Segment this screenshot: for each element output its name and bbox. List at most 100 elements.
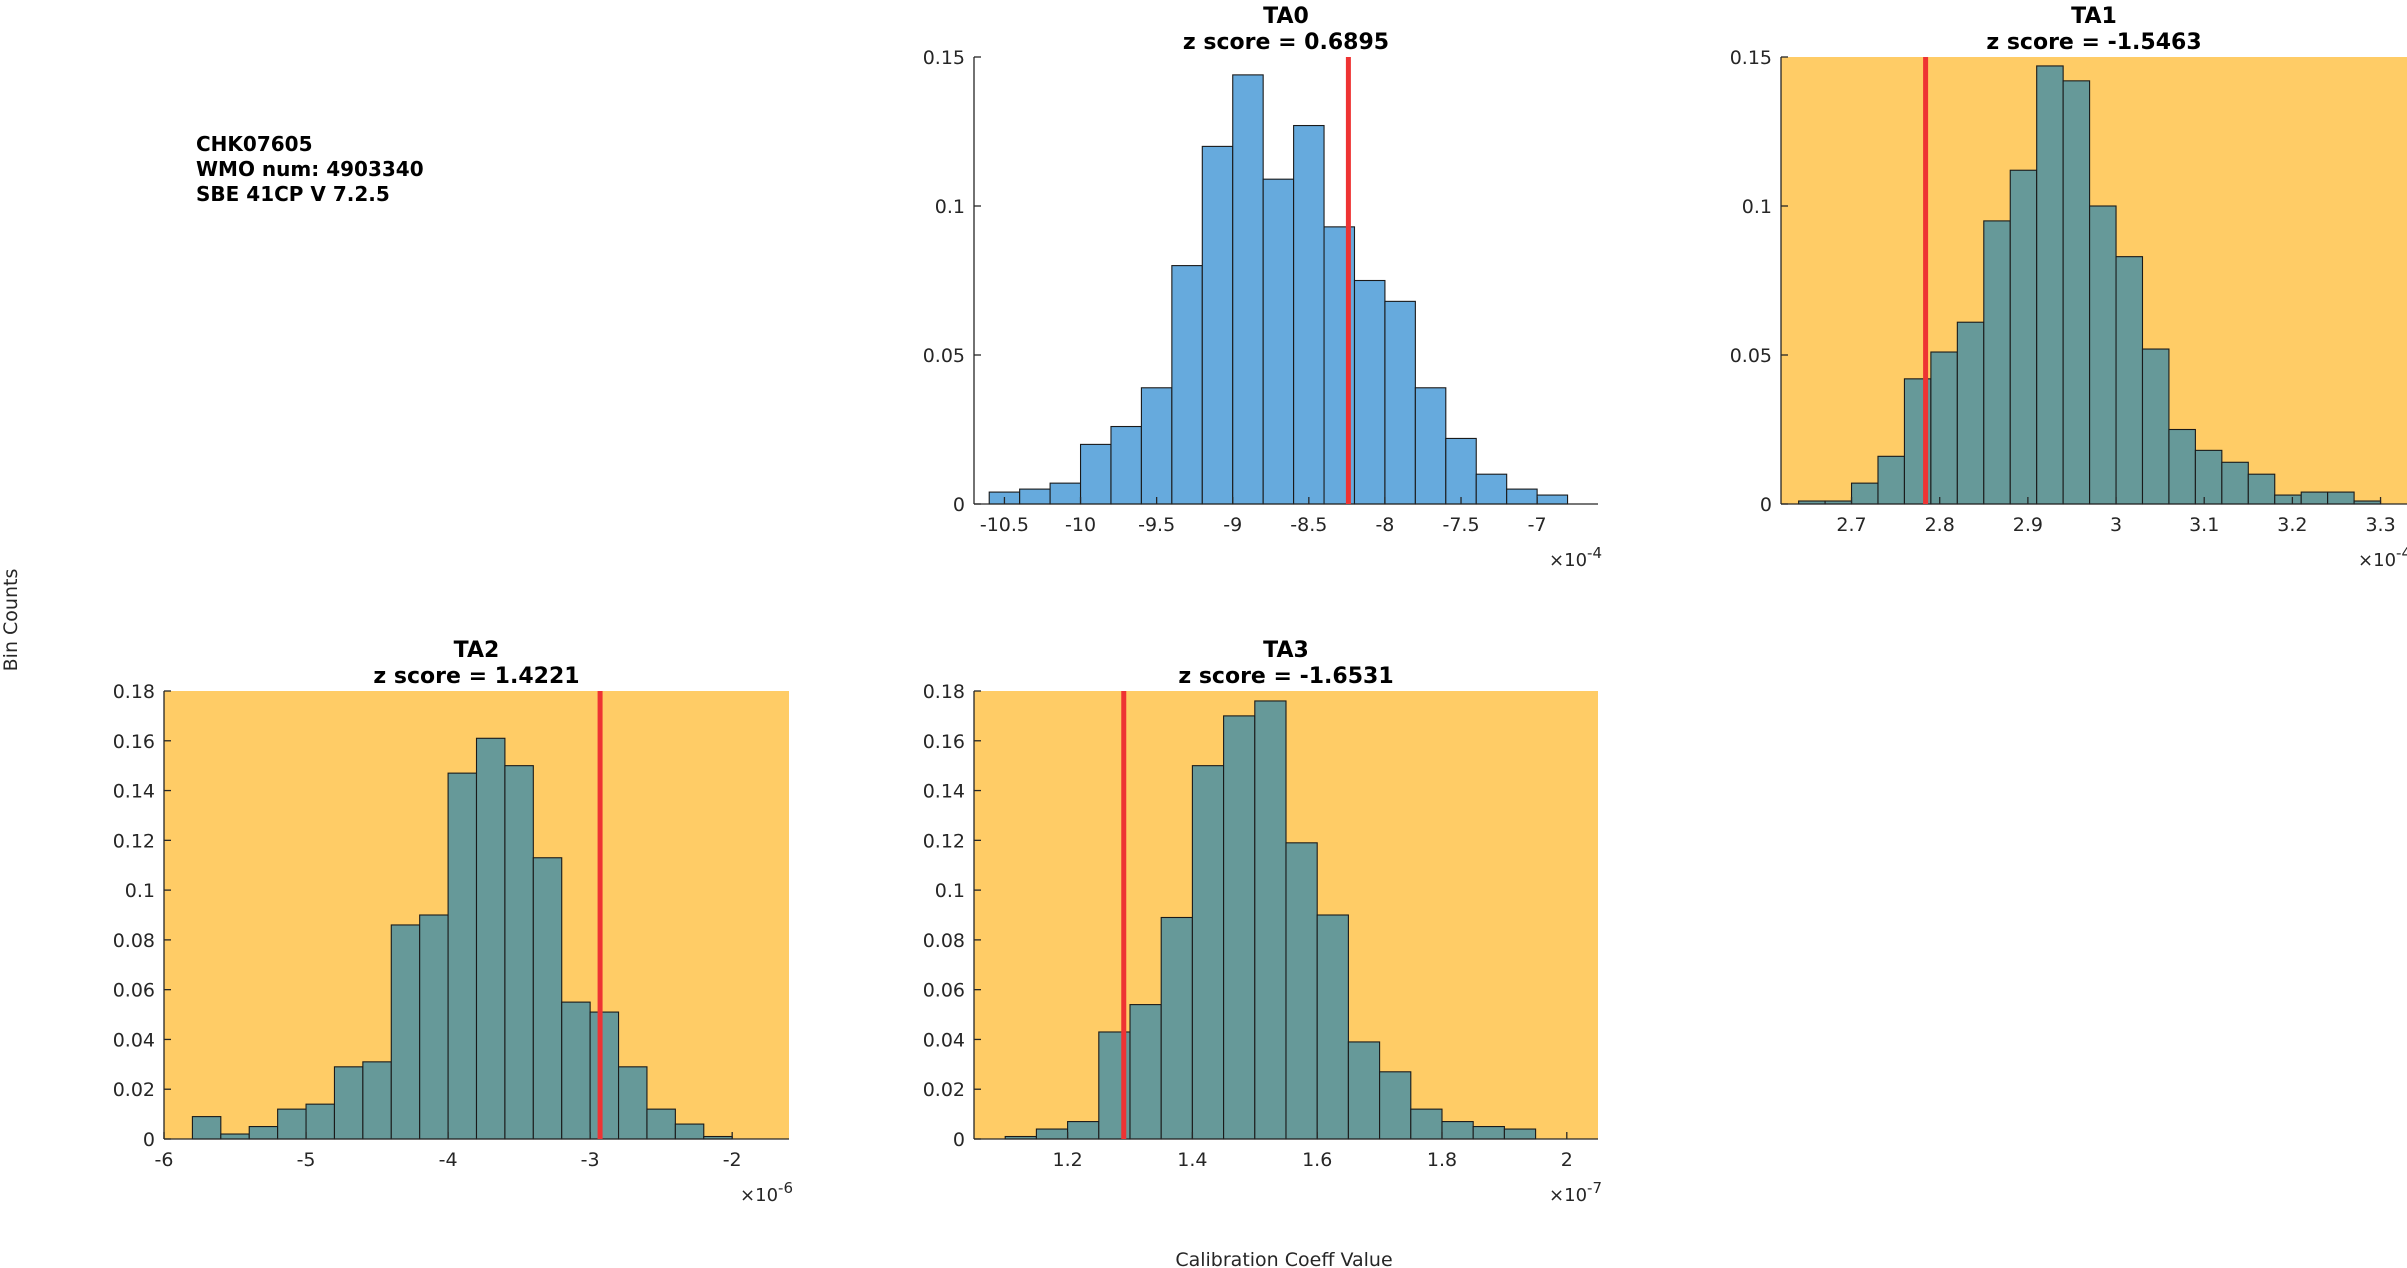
histogram-panel-ta2: 0 0.02 0.04 0.06 0.08 0.1 0.12 0.14 0.16 0.18 -6 -5… — [113, 638, 793, 1206]
ta1-x-tick-label: 3.1 — [2189, 514, 2219, 536]
ta2-y-tick-label: 0 — [143, 1129, 155, 1151]
ta0-bar-10 — [1293, 124, 1325, 505]
ta0-bar-6 — [1171, 265, 1203, 505]
ta1-bar-3 — [1877, 455, 1905, 505]
ta0-y-tick-label: 0.15 — [923, 47, 965, 69]
ta2-bar-9 — [447, 772, 478, 1140]
ta1-x-tick-label: 2.7 — [1836, 514, 1866, 536]
ta3-title: TA3 — [1263, 638, 1309, 663]
ta1-bar-15 — [2194, 449, 2223, 505]
ta3-x-tick-label: 1.4 — [1177, 1149, 1207, 1171]
ta2-x-tick-label: -2 — [723, 1149, 742, 1171]
ta1-bar-16 — [2221, 461, 2249, 505]
ta0-bar-12 — [1353, 279, 1386, 505]
ta0-bar-7 — [1201, 145, 1234, 505]
ta3-bar-12 — [1379, 1071, 1412, 1140]
ta0-bar-8 — [1232, 74, 1264, 505]
ta0-z-score: z score = 0.6895 — [1183, 30, 1389, 55]
ta2-bar-4 — [305, 1103, 336, 1140]
ta2-y-tick-label: 0.16 — [113, 731, 155, 753]
ta2-y-tick-label: 0.04 — [113, 1029, 155, 1051]
ta2-y-tick-label: 0.12 — [113, 830, 155, 852]
y-axis-label: Bin Counts — [0, 569, 22, 672]
ta3-y-tick-label: 0.06 — [923, 980, 965, 1002]
ta2-x-tick-label: -4 — [439, 1149, 458, 1171]
ta3-x-tick-label: 2 — [1561, 1149, 1573, 1171]
ta1-bar-13 — [2141, 348, 2170, 505]
ta2-bar-3 — [277, 1108, 307, 1140]
ta3-bar-1 — [1035, 1128, 1069, 1140]
ta2-bar-15 — [617, 1066, 648, 1140]
ta2-bar-0 — [191, 1116, 222, 1140]
ta3-bar-5 — [1160, 916, 1193, 1140]
ta2-x-tick-label: -3 — [581, 1149, 600, 1171]
ta1-z-score: z score = -1.5463 — [1986, 30, 2201, 55]
ta1-bar-7 — [1983, 220, 2011, 505]
ta1-y-tick-label: 0.1 — [1742, 196, 1772, 218]
ta0-x-tick-label: -10.5 — [980, 514, 1029, 536]
ta0-x-tick-label: -9 — [1223, 514, 1242, 536]
float-id: CHK07605 — [196, 132, 313, 156]
ta3-y-tick-label: 0.18 — [923, 681, 965, 703]
x-axis-label: Calibration Coeff Value — [1175, 1249, 1392, 1268]
ta1-bar-19 — [2300, 491, 2329, 505]
ta1-x-tick-label: 2.9 — [2013, 514, 2043, 536]
ta1-bar-17 — [2247, 473, 2276, 505]
ta3-y-tick-label: 0 — [953, 1129, 965, 1151]
ta1-y-tick-label: 0 — [1760, 494, 1772, 516]
ta3-bar-9 — [1285, 842, 1318, 1140]
ta2-y-tick-label: 0.1 — [125, 880, 155, 902]
ta2-bar-12 — [532, 857, 563, 1140]
sensor-version: SBE 41CP V 7.2.5 — [196, 182, 390, 206]
ta0-bar-1 — [1019, 488, 1051, 505]
ta3-z-score: z score = -1.6531 — [1178, 664, 1393, 689]
ta1-bar-10 — [2062, 80, 2091, 505]
ta0-bar-4 — [1110, 425, 1142, 505]
histogram-panel-ta0: 0 0.05 0.1 0.15 -10.5 -10 -9.5 -9 -8.5 -8 -7.5 -7×1… — [923, 4, 1602, 571]
ta2-bar-2 — [248, 1126, 279, 1140]
ta3-bar-11 — [1347, 1041, 1381, 1140]
ta3-y-tick-label: 0.08 — [923, 930, 965, 952]
ta2-x-exponent: ×10-6 — [740, 1179, 793, 1206]
ta3-x-exponent: ×10-7 — [1549, 1179, 1602, 1206]
ta2-y-tick-label: 0.08 — [113, 930, 155, 952]
ta0-x-tick-label: -7 — [1528, 514, 1547, 536]
ta1-bar-6 — [1956, 321, 1985, 505]
ta2-bar-7 — [390, 924, 421, 1140]
ta0-y-tick-label: 0.05 — [923, 345, 965, 367]
float-info: CHK07605 WMO num: 4903340 SBE 41CP V 7.2… — [196, 132, 424, 206]
ta0-x-exponent: ×10-4 — [1549, 544, 1602, 571]
ta2-bar-5 — [333, 1066, 364, 1140]
ta1-y-tick-label: 0.05 — [1730, 345, 1772, 367]
ta2-title: TA2 — [454, 638, 500, 663]
ta0-x-tick-label: -9.5 — [1138, 514, 1175, 536]
ta2-bar-11 — [504, 765, 534, 1140]
ta1-bar-5 — [1930, 351, 1958, 505]
ta2-x-tick-label: -6 — [155, 1149, 174, 1171]
ta3-bar-10 — [1316, 914, 1349, 1140]
ta2-bar-13 — [561, 1001, 591, 1140]
ta3-bar-16 — [1503, 1128, 1537, 1140]
ta3-bar-7 — [1223, 715, 1256, 1140]
ta0-bar-14 — [1414, 387, 1447, 505]
ta0-bar-17 — [1506, 488, 1538, 505]
ta0-bar-2 — [1049, 482, 1082, 505]
ta3-bar-13 — [1410, 1108, 1443, 1140]
ta0-title: TA0 — [1263, 4, 1309, 29]
ta3-bar-6 — [1191, 765, 1225, 1140]
ta0-bar-9 — [1262, 178, 1295, 505]
ta2-bar-10 — [475, 737, 506, 1140]
ta0-x-tick-label: -8.5 — [1290, 514, 1327, 536]
ta2-y-tick-label: 0.14 — [113, 781, 155, 803]
ta1-title: TA1 — [2071, 4, 2117, 29]
ta3-y-tick-label: 0.02 — [923, 1079, 965, 1101]
ta0-bar-13 — [1384, 300, 1416, 505]
ta2-bar-17 — [674, 1123, 705, 1140]
ta2-y-tick-label: 0.18 — [113, 681, 155, 703]
ta0-bar-5 — [1140, 387, 1173, 505]
ta2-bar-16 — [646, 1108, 676, 1140]
ta0-bar-16 — [1475, 473, 1508, 505]
ta3-bar-14 — [1441, 1121, 1474, 1140]
ta1-bar-11 — [2089, 205, 2117, 505]
histogram-panel-ta3: 0 0.02 0.04 0.06 0.08 0.1 0.12 0.14 0.16 0.18 1.2 1… — [923, 638, 1602, 1206]
